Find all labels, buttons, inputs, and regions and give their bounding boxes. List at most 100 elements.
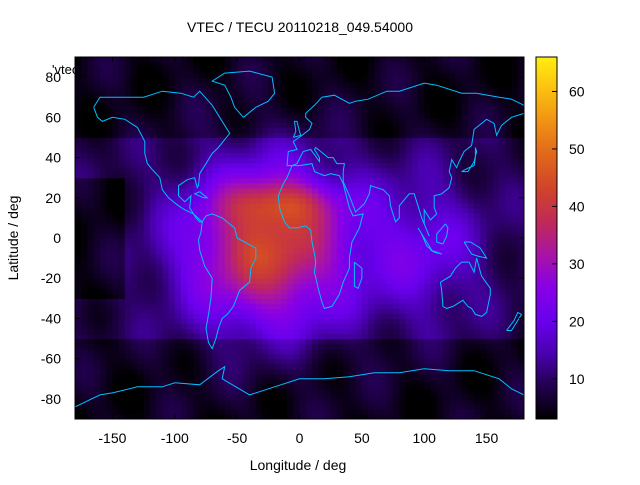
heatmap-cell: [268, 278, 276, 284]
heatmap-cell: [237, 368, 244, 375]
heatmap-cell: [143, 192, 151, 199]
heatmap-cell: [330, 127, 338, 134]
heatmap-cell: [75, 162, 82, 169]
heatmap-cell: [293, 137, 301, 144]
heatmap-cell: [380, 323, 388, 330]
heatmap-cell: [99, 303, 107, 309]
heatmap-cell: [243, 222, 251, 229]
heatmap-cell: [243, 358, 251, 365]
heatmap-cell: [193, 273, 201, 279]
heatmap-cell: [212, 207, 220, 214]
heatmap-cell: [393, 162, 400, 169]
heatmap-cell: [212, 378, 220, 385]
heatmap-cell: [511, 248, 519, 254]
heatmap-cell: [449, 112, 457, 118]
heatmap-cell: [449, 102, 457, 108]
heatmap-cell: [193, 82, 201, 88]
heatmap-cell: [293, 328, 301, 335]
heatmap-cell: [106, 343, 114, 350]
heatmap-cell: [99, 107, 107, 113]
heatmap-cell: [212, 408, 220, 415]
heatmap-cell: [480, 107, 488, 113]
heatmap-cell: [361, 268, 369, 274]
heatmap-cell: [131, 107, 138, 113]
heatmap-cell: [399, 207, 407, 214]
heatmap-cell: [293, 393, 301, 400]
heatmap-cell: [411, 298, 419, 304]
heatmap-cell: [262, 182, 269, 189]
heatmap-cell: [75, 278, 82, 284]
heatmap-cell: [399, 222, 407, 229]
heatmap-cell: [287, 258, 294, 264]
heatmap-cell: [181, 167, 188, 174]
heatmap-cell: [274, 92, 282, 98]
heatmap-cell: [343, 227, 350, 234]
heatmap-cell: [380, 127, 388, 134]
heatmap-cell: [81, 353, 89, 360]
heatmap-cell: [230, 383, 238, 390]
heatmap-cell: [411, 97, 419, 103]
heatmap-cell: [205, 87, 213, 93]
heatmap-cell: [156, 152, 163, 159]
heatmap-cell: [442, 313, 450, 320]
heatmap-cell: [112, 313, 120, 320]
heatmap-cell: [287, 107, 294, 113]
heatmap-cell: [511, 268, 519, 274]
heatmap-cell: [486, 353, 494, 360]
heatmap-cell: [224, 182, 232, 189]
heatmap-cell: [193, 348, 201, 355]
heatmap-cell: [205, 97, 213, 103]
heatmap-cell: [455, 238, 463, 244]
heatmap-cell: [517, 162, 524, 169]
heatmap-cell: [156, 147, 163, 154]
heatmap-cell: [361, 122, 369, 128]
heatmap-cell: [455, 363, 463, 370]
heatmap-cell: [380, 102, 388, 108]
heatmap-cell: [324, 217, 332, 224]
heatmap-cell: [455, 303, 463, 309]
heatmap-cell: [118, 288, 126, 294]
heatmap-cell: [137, 403, 145, 410]
heatmap-cell: [355, 212, 363, 219]
heatmap-cell: [118, 258, 126, 264]
heatmap-cell: [143, 217, 151, 224]
heatmap-cell: [455, 323, 463, 330]
heatmap-cell: [330, 373, 338, 380]
heatmap-cell: [324, 338, 332, 345]
heatmap-cell: [143, 122, 151, 128]
heatmap-cell: [499, 363, 506, 370]
heatmap-cell: [287, 363, 294, 370]
heatmap-cell: [187, 288, 195, 294]
heatmap-cell: [411, 212, 419, 219]
heatmap-cell: [486, 137, 494, 144]
heatmap-cell: [174, 343, 182, 350]
heatmap-cell: [330, 232, 338, 239]
heatmap-cell: [243, 82, 251, 88]
heatmap-cell: [380, 157, 388, 164]
heatmap-cell: [243, 348, 251, 355]
heatmap-cell: [442, 258, 450, 264]
heatmap-cell: [280, 152, 288, 159]
heatmap-cell: [417, 167, 425, 174]
heatmap-cell: [124, 258, 132, 264]
heatmap-cell: [442, 117, 450, 123]
heatmap-cell: [361, 142, 369, 149]
heatmap-cell: [131, 333, 138, 340]
heatmap-cell: [467, 393, 475, 400]
heatmap-cell: [330, 338, 338, 345]
heatmap-cell: [374, 162, 382, 169]
heatmap-cell: [112, 182, 120, 189]
heatmap-cell: [417, 127, 425, 134]
heatmap-cell: [368, 107, 375, 113]
heatmap-cell: [230, 122, 238, 128]
heatmap-cell: [237, 358, 244, 365]
heatmap-cell: [249, 258, 257, 264]
heatmap-cell: [380, 162, 388, 169]
heatmap-cell: [287, 137, 294, 144]
heatmap-cell: [293, 182, 301, 189]
heatmap-cell: [99, 97, 107, 103]
heatmap-cell: [199, 112, 207, 118]
heatmap-cell: [230, 152, 238, 159]
heatmap-cell: [436, 303, 444, 309]
heatmap-cell: [293, 92, 301, 98]
